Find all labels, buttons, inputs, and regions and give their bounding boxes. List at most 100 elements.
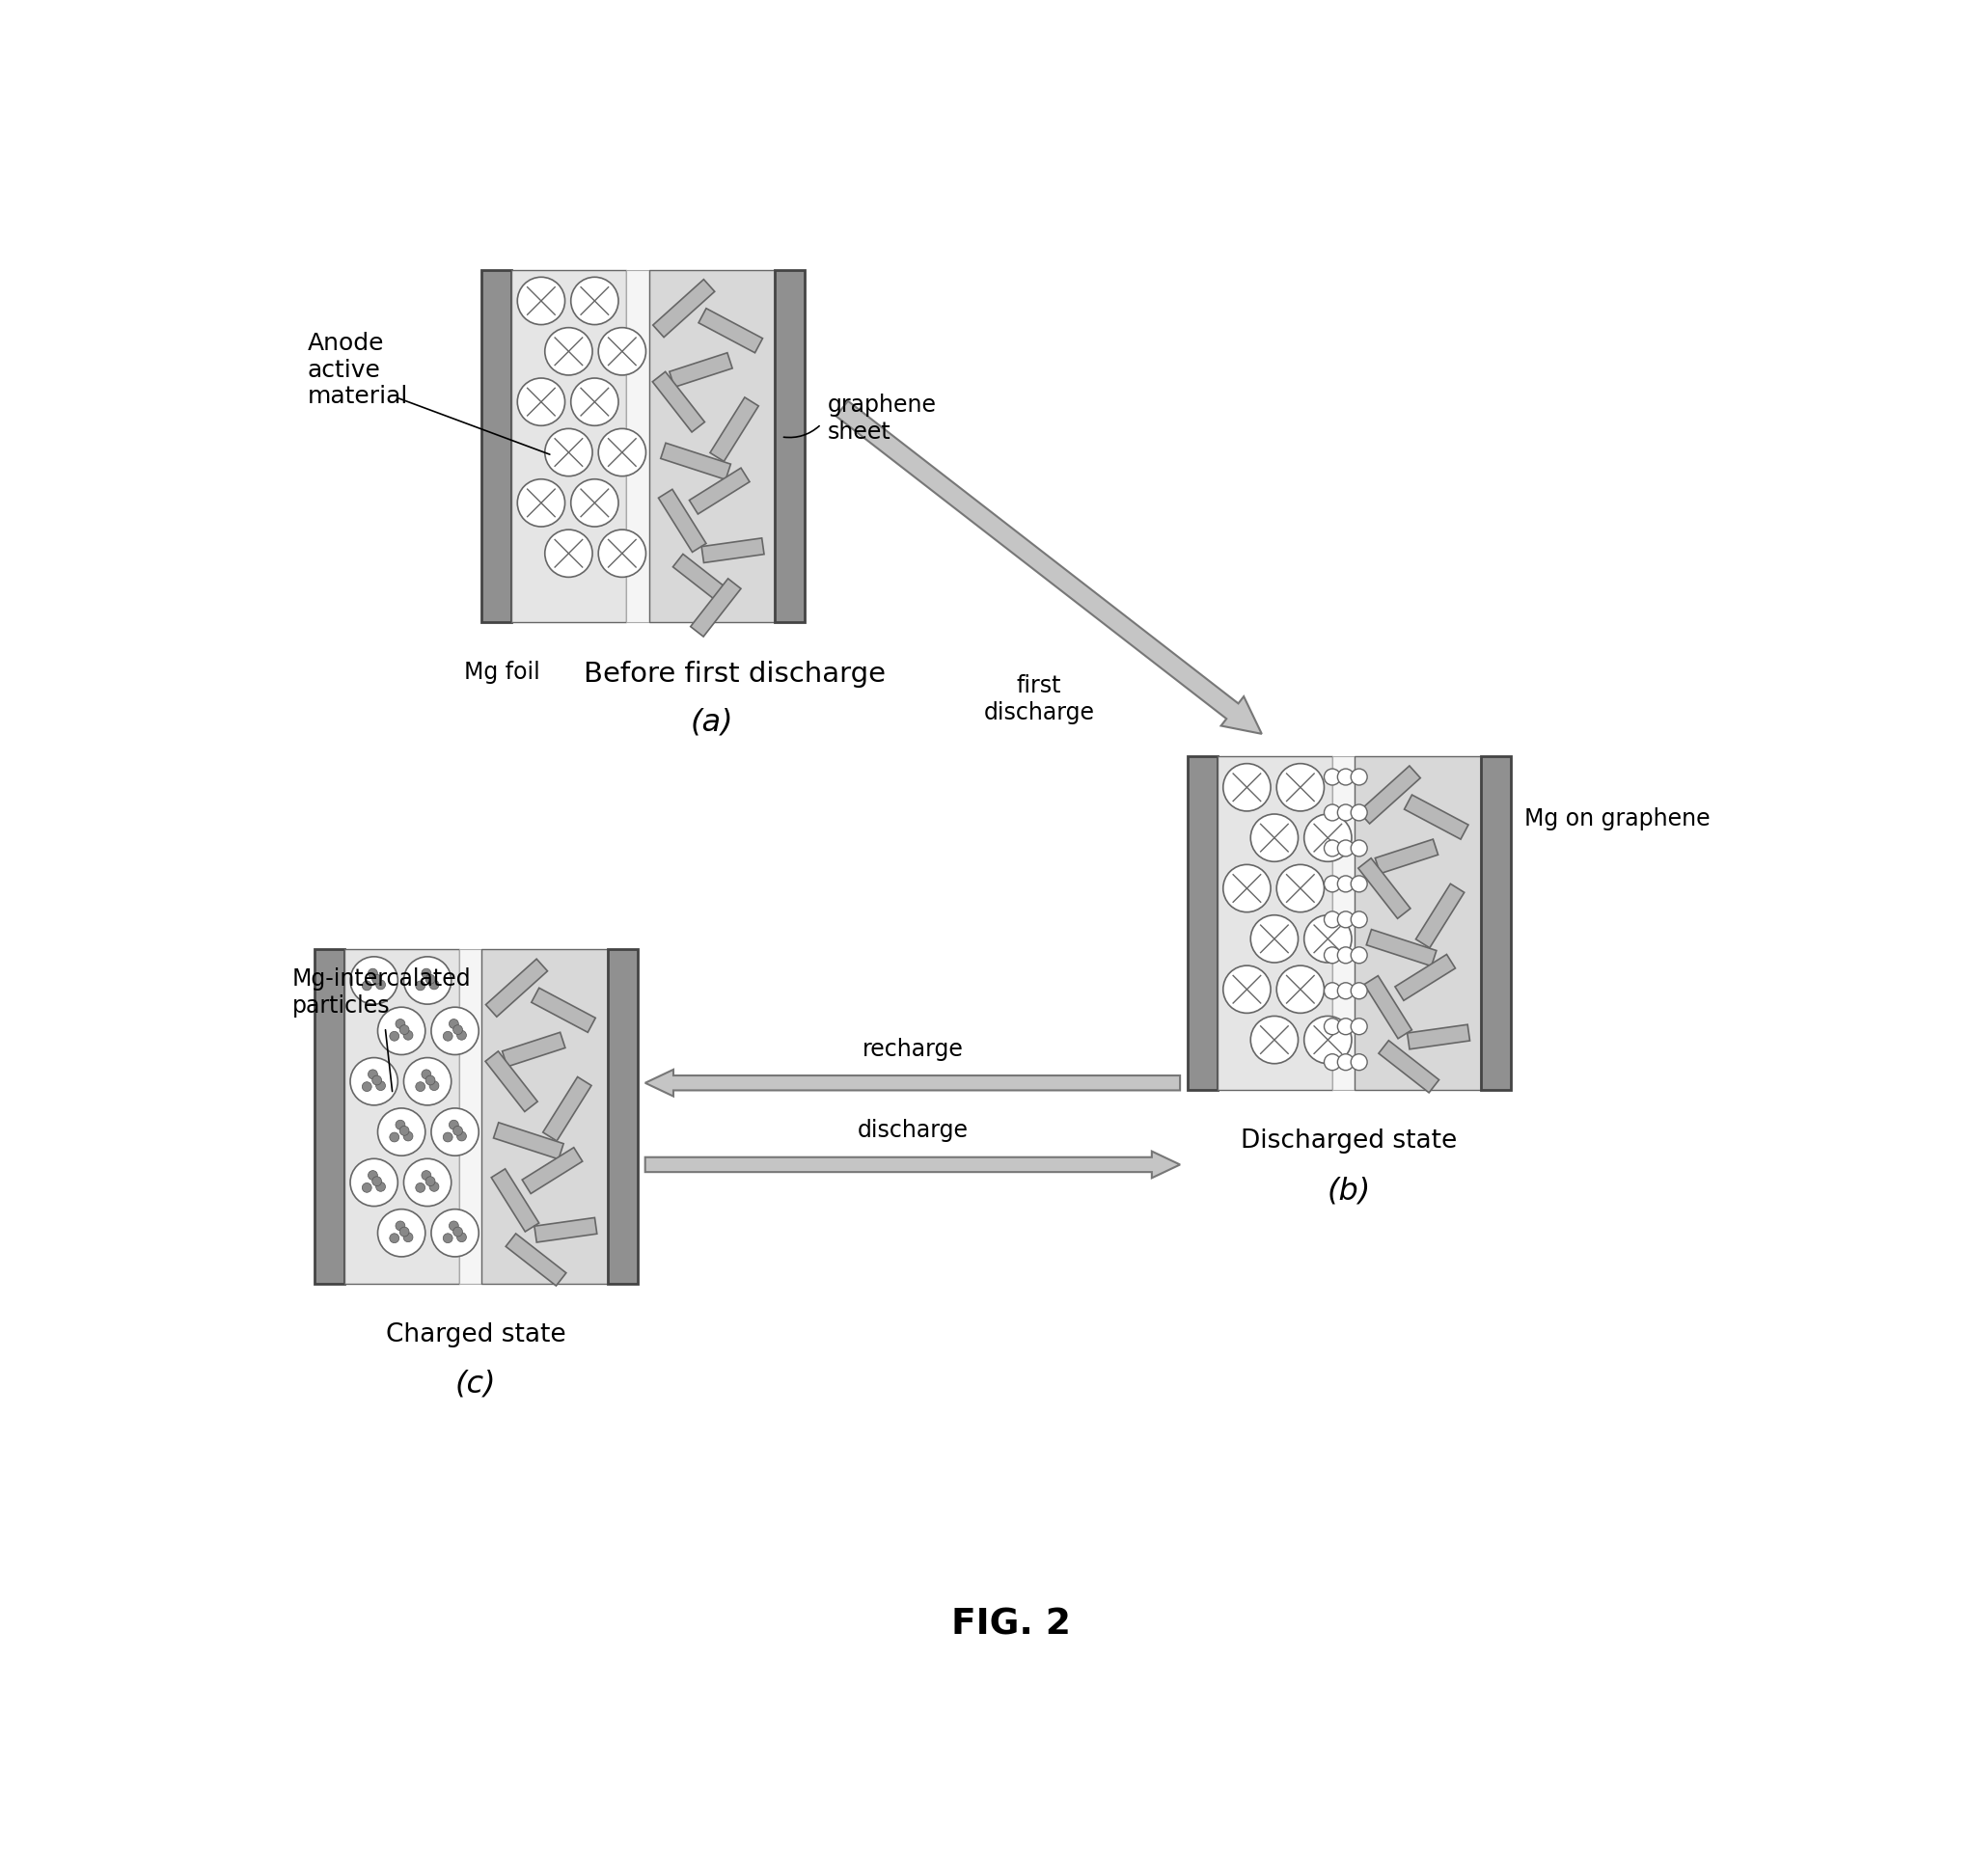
Polygon shape xyxy=(503,1032,566,1067)
Circle shape xyxy=(458,1030,467,1039)
Circle shape xyxy=(1337,876,1355,893)
Circle shape xyxy=(1323,1054,1341,1071)
Polygon shape xyxy=(1404,795,1469,839)
Bar xyxy=(481,949,607,1283)
Circle shape xyxy=(416,1082,426,1092)
Circle shape xyxy=(377,1182,385,1191)
Circle shape xyxy=(454,1024,463,1034)
Circle shape xyxy=(1303,915,1351,962)
Circle shape xyxy=(454,1227,463,1236)
Circle shape xyxy=(416,981,426,991)
Circle shape xyxy=(396,1221,404,1231)
Text: Before first discharge: Before first discharge xyxy=(584,660,885,688)
Polygon shape xyxy=(1394,955,1455,1000)
Circle shape xyxy=(379,1007,426,1054)
Text: discharge: discharge xyxy=(858,1120,968,1142)
Circle shape xyxy=(1337,1054,1355,1071)
Circle shape xyxy=(1223,865,1270,912)
Polygon shape xyxy=(690,578,741,636)
Circle shape xyxy=(1351,947,1367,964)
Circle shape xyxy=(379,1109,426,1156)
Text: Discharged state: Discharged state xyxy=(1240,1129,1457,1154)
Circle shape xyxy=(598,529,647,578)
Bar xyxy=(1481,756,1511,1090)
Bar xyxy=(1187,756,1217,1090)
Circle shape xyxy=(450,1019,459,1028)
Circle shape xyxy=(1303,1017,1351,1064)
Circle shape xyxy=(422,968,432,977)
Circle shape xyxy=(1351,876,1367,893)
Circle shape xyxy=(1351,805,1367,822)
Circle shape xyxy=(544,328,592,375)
Circle shape xyxy=(400,1126,408,1135)
Text: (c): (c) xyxy=(456,1369,497,1399)
Bar xyxy=(649,270,775,623)
Circle shape xyxy=(432,1007,479,1054)
Polygon shape xyxy=(659,490,706,552)
Circle shape xyxy=(544,428,592,477)
Polygon shape xyxy=(653,371,704,431)
Circle shape xyxy=(422,1171,432,1180)
Circle shape xyxy=(426,1075,436,1084)
Circle shape xyxy=(1250,1017,1298,1064)
Polygon shape xyxy=(1378,1041,1440,1092)
Circle shape xyxy=(404,1030,412,1039)
Circle shape xyxy=(544,529,592,578)
Circle shape xyxy=(1351,769,1367,784)
Circle shape xyxy=(1351,983,1367,1000)
Polygon shape xyxy=(1416,884,1465,947)
Circle shape xyxy=(1323,1019,1341,1036)
Polygon shape xyxy=(669,353,732,386)
Circle shape xyxy=(458,1233,467,1242)
Circle shape xyxy=(1337,840,1355,857)
Text: first
discharge: first discharge xyxy=(984,673,1094,724)
Circle shape xyxy=(396,1019,404,1028)
Circle shape xyxy=(1337,912,1355,929)
Circle shape xyxy=(1351,912,1367,929)
Circle shape xyxy=(444,1133,454,1142)
Circle shape xyxy=(396,1120,404,1129)
Circle shape xyxy=(517,379,564,426)
Circle shape xyxy=(379,1210,426,1257)
Circle shape xyxy=(1323,840,1341,857)
Polygon shape xyxy=(645,1152,1179,1178)
Circle shape xyxy=(1351,840,1367,857)
Circle shape xyxy=(1276,764,1323,810)
Circle shape xyxy=(363,1184,371,1193)
Circle shape xyxy=(570,478,619,527)
Text: Mg foil: Mg foil xyxy=(465,660,540,685)
Bar xyxy=(316,949,345,1283)
Circle shape xyxy=(450,1221,459,1231)
Circle shape xyxy=(444,1032,454,1041)
Polygon shape xyxy=(653,280,714,338)
Text: Mg-intercalated
particles: Mg-intercalated particles xyxy=(292,968,471,1017)
Bar xyxy=(1333,756,1355,1090)
Polygon shape xyxy=(1359,765,1420,824)
Polygon shape xyxy=(1365,976,1412,1039)
Circle shape xyxy=(390,1133,398,1142)
Polygon shape xyxy=(485,959,548,1017)
Polygon shape xyxy=(1367,929,1436,966)
Circle shape xyxy=(1276,966,1323,1013)
Circle shape xyxy=(454,1126,463,1135)
Circle shape xyxy=(422,1069,432,1079)
Circle shape xyxy=(1323,947,1341,964)
Polygon shape xyxy=(836,401,1262,734)
Polygon shape xyxy=(690,467,749,514)
Bar xyxy=(481,270,511,623)
Circle shape xyxy=(373,1075,383,1084)
Polygon shape xyxy=(534,1218,598,1242)
Circle shape xyxy=(351,1159,398,1206)
Circle shape xyxy=(430,979,440,989)
Polygon shape xyxy=(493,1122,564,1159)
Circle shape xyxy=(400,1024,408,1034)
Circle shape xyxy=(1303,814,1351,861)
Circle shape xyxy=(1323,983,1341,1000)
Circle shape xyxy=(1337,769,1355,784)
Circle shape xyxy=(369,968,377,977)
Bar xyxy=(459,949,481,1283)
Circle shape xyxy=(351,957,398,1004)
Polygon shape xyxy=(698,308,763,353)
Bar xyxy=(511,270,627,623)
Text: graphene
sheet: graphene sheet xyxy=(826,394,937,443)
